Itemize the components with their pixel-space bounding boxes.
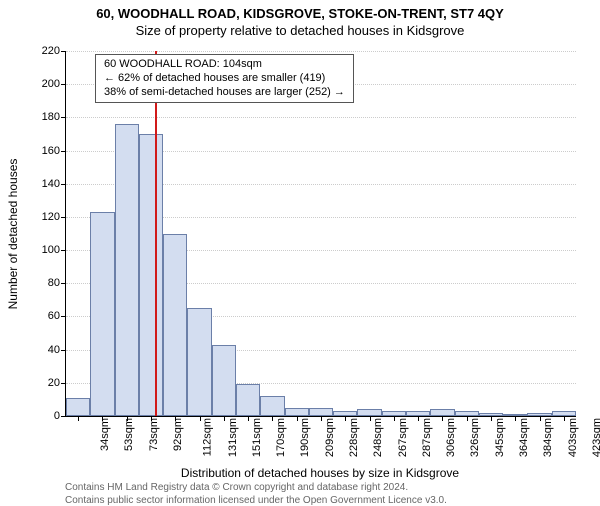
- x-tick: [345, 416, 346, 421]
- x-tick-label: 209sqm: [324, 418, 336, 457]
- x-tick-label: 53sqm: [123, 418, 135, 451]
- histogram-bar: [236, 384, 260, 416]
- annotation-line-2: ← 62% of detached houses are smaller (41…: [104, 72, 345, 86]
- page-title: 60, WOODHALL ROAD, KIDSGROVE, STOKE-ON-T…: [0, 6, 600, 21]
- histogram-bar: [163, 234, 187, 417]
- y-tick-label: 220: [42, 45, 66, 57]
- x-tick-label: 326sqm: [470, 418, 482, 457]
- x-tick: [272, 416, 273, 421]
- x-tick: [442, 416, 443, 421]
- x-tick: [78, 416, 79, 421]
- reference-line: [155, 51, 157, 416]
- histogram-bar: [90, 212, 114, 416]
- histogram-bar: [212, 345, 236, 416]
- y-tick-label: 0: [54, 410, 66, 422]
- x-tick-label: 384sqm: [542, 418, 554, 457]
- x-tick: [467, 416, 468, 421]
- x-tick: [102, 416, 103, 421]
- x-tick: [515, 416, 516, 421]
- y-tick-label: 120: [42, 211, 66, 223]
- x-tick-label: 131sqm: [227, 418, 239, 457]
- x-axis-label: Distribution of detached houses by size …: [181, 466, 459, 480]
- page-subtitle: Size of property relative to detached ho…: [0, 23, 600, 38]
- x-tick-label: 248sqm: [372, 418, 384, 457]
- y-tick-label: 40: [48, 344, 66, 356]
- y-tick-label: 80: [48, 277, 66, 289]
- x-tick: [394, 416, 395, 421]
- x-tick-label: 306sqm: [445, 418, 457, 457]
- histogram-bar: [139, 134, 163, 416]
- x-tick: [564, 416, 565, 421]
- y-tick-label: 100: [42, 244, 66, 256]
- footer-line-2: Contains public sector information licen…: [65, 495, 447, 506]
- grid-line: [66, 117, 576, 118]
- y-tick-label: 180: [42, 111, 66, 123]
- x-tick: [297, 416, 298, 421]
- annotation-line-3: 38% of semi-detached houses are larger (…: [104, 86, 345, 100]
- y-tick-label: 160: [42, 145, 66, 157]
- x-tick: [418, 416, 419, 421]
- histogram-plot: 02040608010012014016018020022034sqm53sqm…: [65, 51, 576, 417]
- x-tick-label: 151sqm: [251, 418, 263, 457]
- x-tick-label: 170sqm: [275, 418, 287, 457]
- histogram-bar: [187, 308, 211, 416]
- x-tick: [175, 416, 176, 421]
- histogram-bar: [357, 409, 381, 416]
- x-tick-label: 73sqm: [148, 418, 160, 451]
- grid-line: [66, 51, 576, 52]
- x-tick-label: 34sqm: [99, 418, 111, 451]
- y-axis-label: Number of detached houses: [6, 158, 20, 309]
- annotation-line-1: 60 WOODHALL ROAD: 104sqm: [104, 58, 345, 72]
- y-tick-label: 20: [48, 377, 66, 389]
- x-tick: [248, 416, 249, 421]
- y-tick-label: 140: [42, 178, 66, 190]
- x-tick: [321, 416, 322, 421]
- histogram-bar: [430, 409, 454, 416]
- y-tick-label: 200: [42, 78, 66, 90]
- x-tick-label: 267sqm: [397, 418, 409, 457]
- x-tick-label: 92sqm: [172, 418, 184, 451]
- histogram-bar: [115, 124, 139, 416]
- x-tick-label: 345sqm: [494, 418, 506, 457]
- x-tick: [127, 416, 128, 421]
- x-tick: [491, 416, 492, 421]
- x-tick-label: 364sqm: [518, 418, 530, 457]
- x-tick: [224, 416, 225, 421]
- histogram-bar: [260, 396, 284, 416]
- y-tick-label: 60: [48, 310, 66, 322]
- x-tick-label: 287sqm: [421, 418, 433, 457]
- footer-line-1: Contains HM Land Registry data © Crown c…: [65, 482, 408, 493]
- x-tick: [151, 416, 152, 421]
- x-tick-label: 112sqm: [202, 418, 214, 456]
- histogram-bar: [309, 408, 333, 416]
- x-tick: [540, 416, 541, 421]
- histogram-bar: [66, 398, 90, 416]
- annotation-box: 60 WOODHALL ROAD: 104sqm ← 62% of detach…: [95, 54, 354, 103]
- x-tick: [200, 416, 201, 421]
- x-tick-label: 228sqm: [348, 418, 360, 457]
- x-tick-label: 423sqm: [591, 418, 600, 457]
- x-tick-label: 190sqm: [300, 418, 312, 457]
- histogram-bar: [285, 408, 309, 416]
- x-tick: [370, 416, 371, 421]
- x-tick-label: 403sqm: [567, 418, 579, 457]
